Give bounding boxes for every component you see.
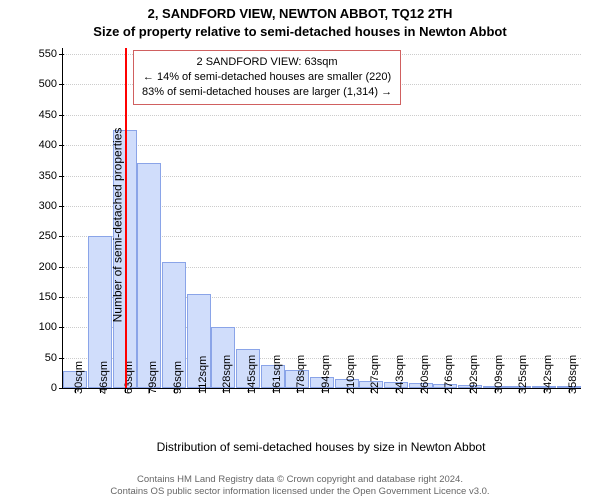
histogram-plot: 05010015020025030035040045050055030sqm46… [62,48,581,389]
annotation-line-3: 83% of semi-detached houses are larger (… [142,85,392,100]
x-tick-label: 161sqm [271,355,283,394]
x-tick-label: 178sqm [295,355,307,394]
x-tick-label: 96sqm [172,361,184,394]
gridline [63,145,581,146]
page-title: 2, SANDFORD VIEW, NEWTON ABBOT, TQ12 2TH [0,6,600,21]
x-tick-label: 30sqm [73,361,85,394]
gridline [63,115,581,116]
y-tick-label: 500 [39,78,63,90]
footer-attribution: Contains HM Land Registry data © Crown c… [0,474,600,498]
y-tick-label: 450 [39,109,63,121]
x-tick-label: 145sqm [246,355,258,394]
x-tick-label: 309sqm [493,355,505,394]
x-tick-label: 243sqm [394,355,406,394]
y-tick-label: 250 [39,230,63,242]
annotation-line-1: 2 SANDFORD VIEW: 63sqm [142,55,392,70]
y-tick-label: 400 [39,139,63,151]
x-tick-label: 128sqm [221,355,233,394]
footer-line-1: Contains HM Land Registry data © Crown c… [0,474,600,486]
y-tick-label: 50 [45,352,63,364]
x-tick-label: 358sqm [567,355,579,394]
x-tick-label: 325sqm [517,355,529,394]
y-tick-label: 300 [39,200,63,212]
x-tick-label: 342sqm [542,355,554,394]
y-tick-label: 150 [39,291,63,303]
x-tick-label: 276sqm [443,355,455,394]
y-tick-label: 350 [39,170,63,182]
histogram-bar [137,163,161,388]
y-tick-label: 0 [51,382,63,394]
x-tick-label: 292sqm [468,355,480,394]
x-tick-label: 227sqm [369,355,381,394]
property-marker-line [125,48,127,388]
y-axis-label: Number of semi-detached properties [110,128,124,323]
x-tick-label: 112sqm [197,356,209,394]
footer-line-2: Contains OS public sector information li… [0,486,600,498]
x-tick-label: 46sqm [98,361,110,394]
annotation-line-2: ← 14% of semi-detached houses are smalle… [142,70,392,85]
x-tick-label: 194sqm [320,355,332,394]
y-tick-label: 100 [39,321,63,333]
y-tick-label: 550 [39,48,63,60]
page-subtitle: Size of property relative to semi-detach… [0,24,600,39]
annotation-box: 2 SANDFORD VIEW: 63sqm← 14% of semi-deta… [133,50,401,105]
x-tick-label: 210sqm [345,355,357,394]
x-axis-label: Distribution of semi-detached houses by … [62,440,580,454]
x-tick-label: 79sqm [147,361,159,394]
x-tick-label: 260sqm [419,355,431,394]
y-tick-label: 200 [39,261,63,273]
